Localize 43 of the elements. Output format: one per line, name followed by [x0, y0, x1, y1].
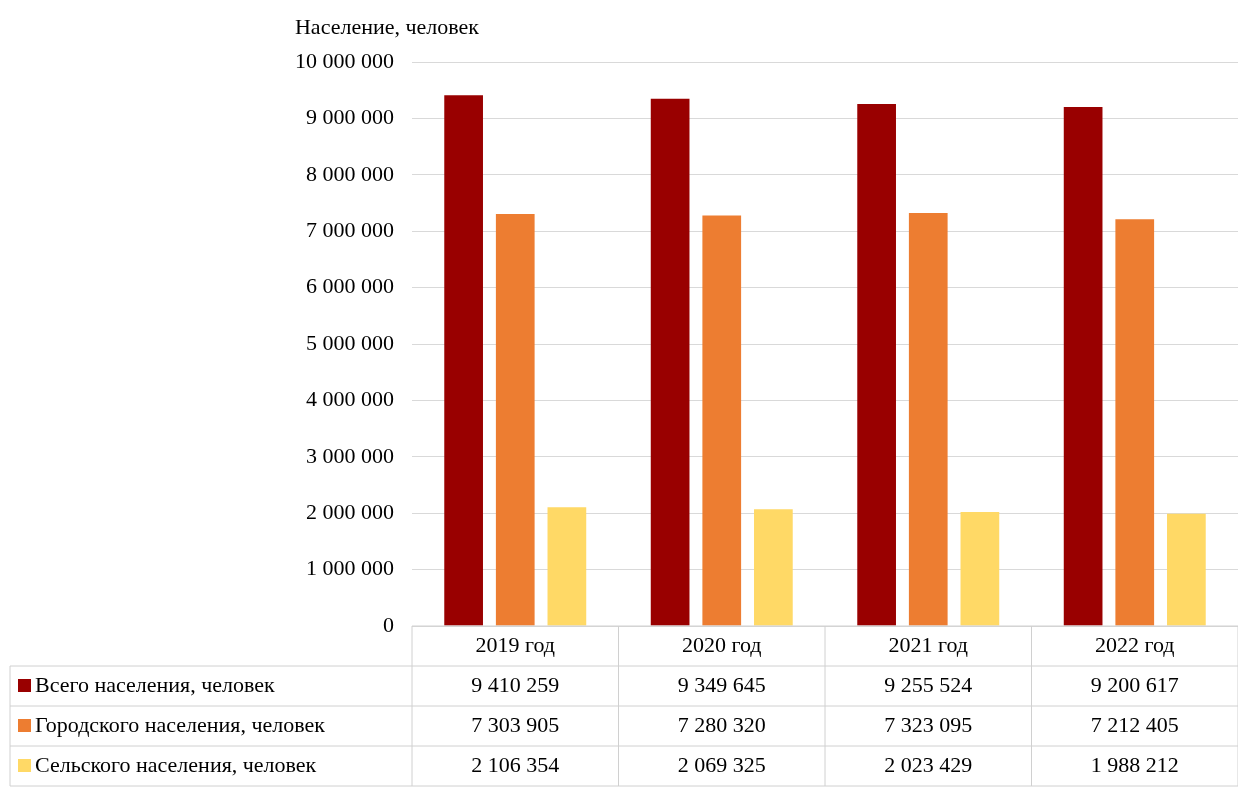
bar — [1167, 513, 1206, 626]
bar — [754, 509, 793, 626]
data-label: 7 303 905 — [471, 711, 560, 737]
x-tick-label: 2021 год — [888, 631, 969, 657]
y-tick-label: 1 000 000 — [306, 555, 394, 581]
y-tick-label: 10 000 000 — [295, 47, 394, 73]
data-label: 7 323 095 — [884, 711, 973, 737]
y-tick-label: 3 000 000 — [306, 442, 394, 468]
bar — [650, 98, 690, 626]
bar — [495, 214, 535, 626]
data-label: 9 410 259 — [471, 671, 560, 697]
legend-label: Городского населения, человек — [35, 711, 326, 737]
bar — [908, 212, 948, 626]
x-tick-label: 2020 год — [681, 631, 762, 657]
legend-label: Сельского населения, человек — [35, 751, 317, 777]
y-tick-label: 4 000 000 — [306, 386, 394, 412]
x-tick-label: 2019 год — [475, 631, 556, 657]
y-tick-label: 2 000 000 — [306, 498, 394, 524]
y-tick-label: 5 000 000 — [306, 329, 394, 355]
bar — [1115, 219, 1155, 626]
y-tick-label: 9 000 000 — [306, 104, 394, 130]
data-label: 2 023 429 — [884, 751, 973, 777]
y-tick-label: 7 000 000 — [306, 216, 394, 242]
bar — [1063, 107, 1103, 626]
bar — [960, 511, 1000, 626]
y-axis-title: Население, человек — [294, 13, 480, 39]
data-label: 9 349 645 — [677, 671, 766, 697]
bar — [857, 103, 896, 626]
bar — [547, 507, 587, 626]
data-label: 9 255 524 — [884, 671, 973, 697]
bar — [444, 95, 483, 626]
data-label: 7 280 320 — [677, 711, 766, 737]
legend-label: Всего населения, человек — [35, 671, 276, 697]
data-label: 9 200 617 — [1090, 671, 1179, 697]
bar — [702, 215, 742, 626]
data-label: 2 106 354 — [471, 751, 560, 777]
y-tick-label: 8 000 000 — [306, 160, 394, 186]
x-tick-label: 2022 год — [1094, 631, 1175, 657]
y-tick-label: 6 000 000 — [306, 273, 394, 299]
data-label: 2 069 325 — [677, 751, 766, 777]
data-label: 7 212 405 — [1090, 711, 1179, 737]
data-label: 1 988 212 — [1090, 751, 1179, 777]
y-tick-label: 0 — [383, 611, 394, 637]
